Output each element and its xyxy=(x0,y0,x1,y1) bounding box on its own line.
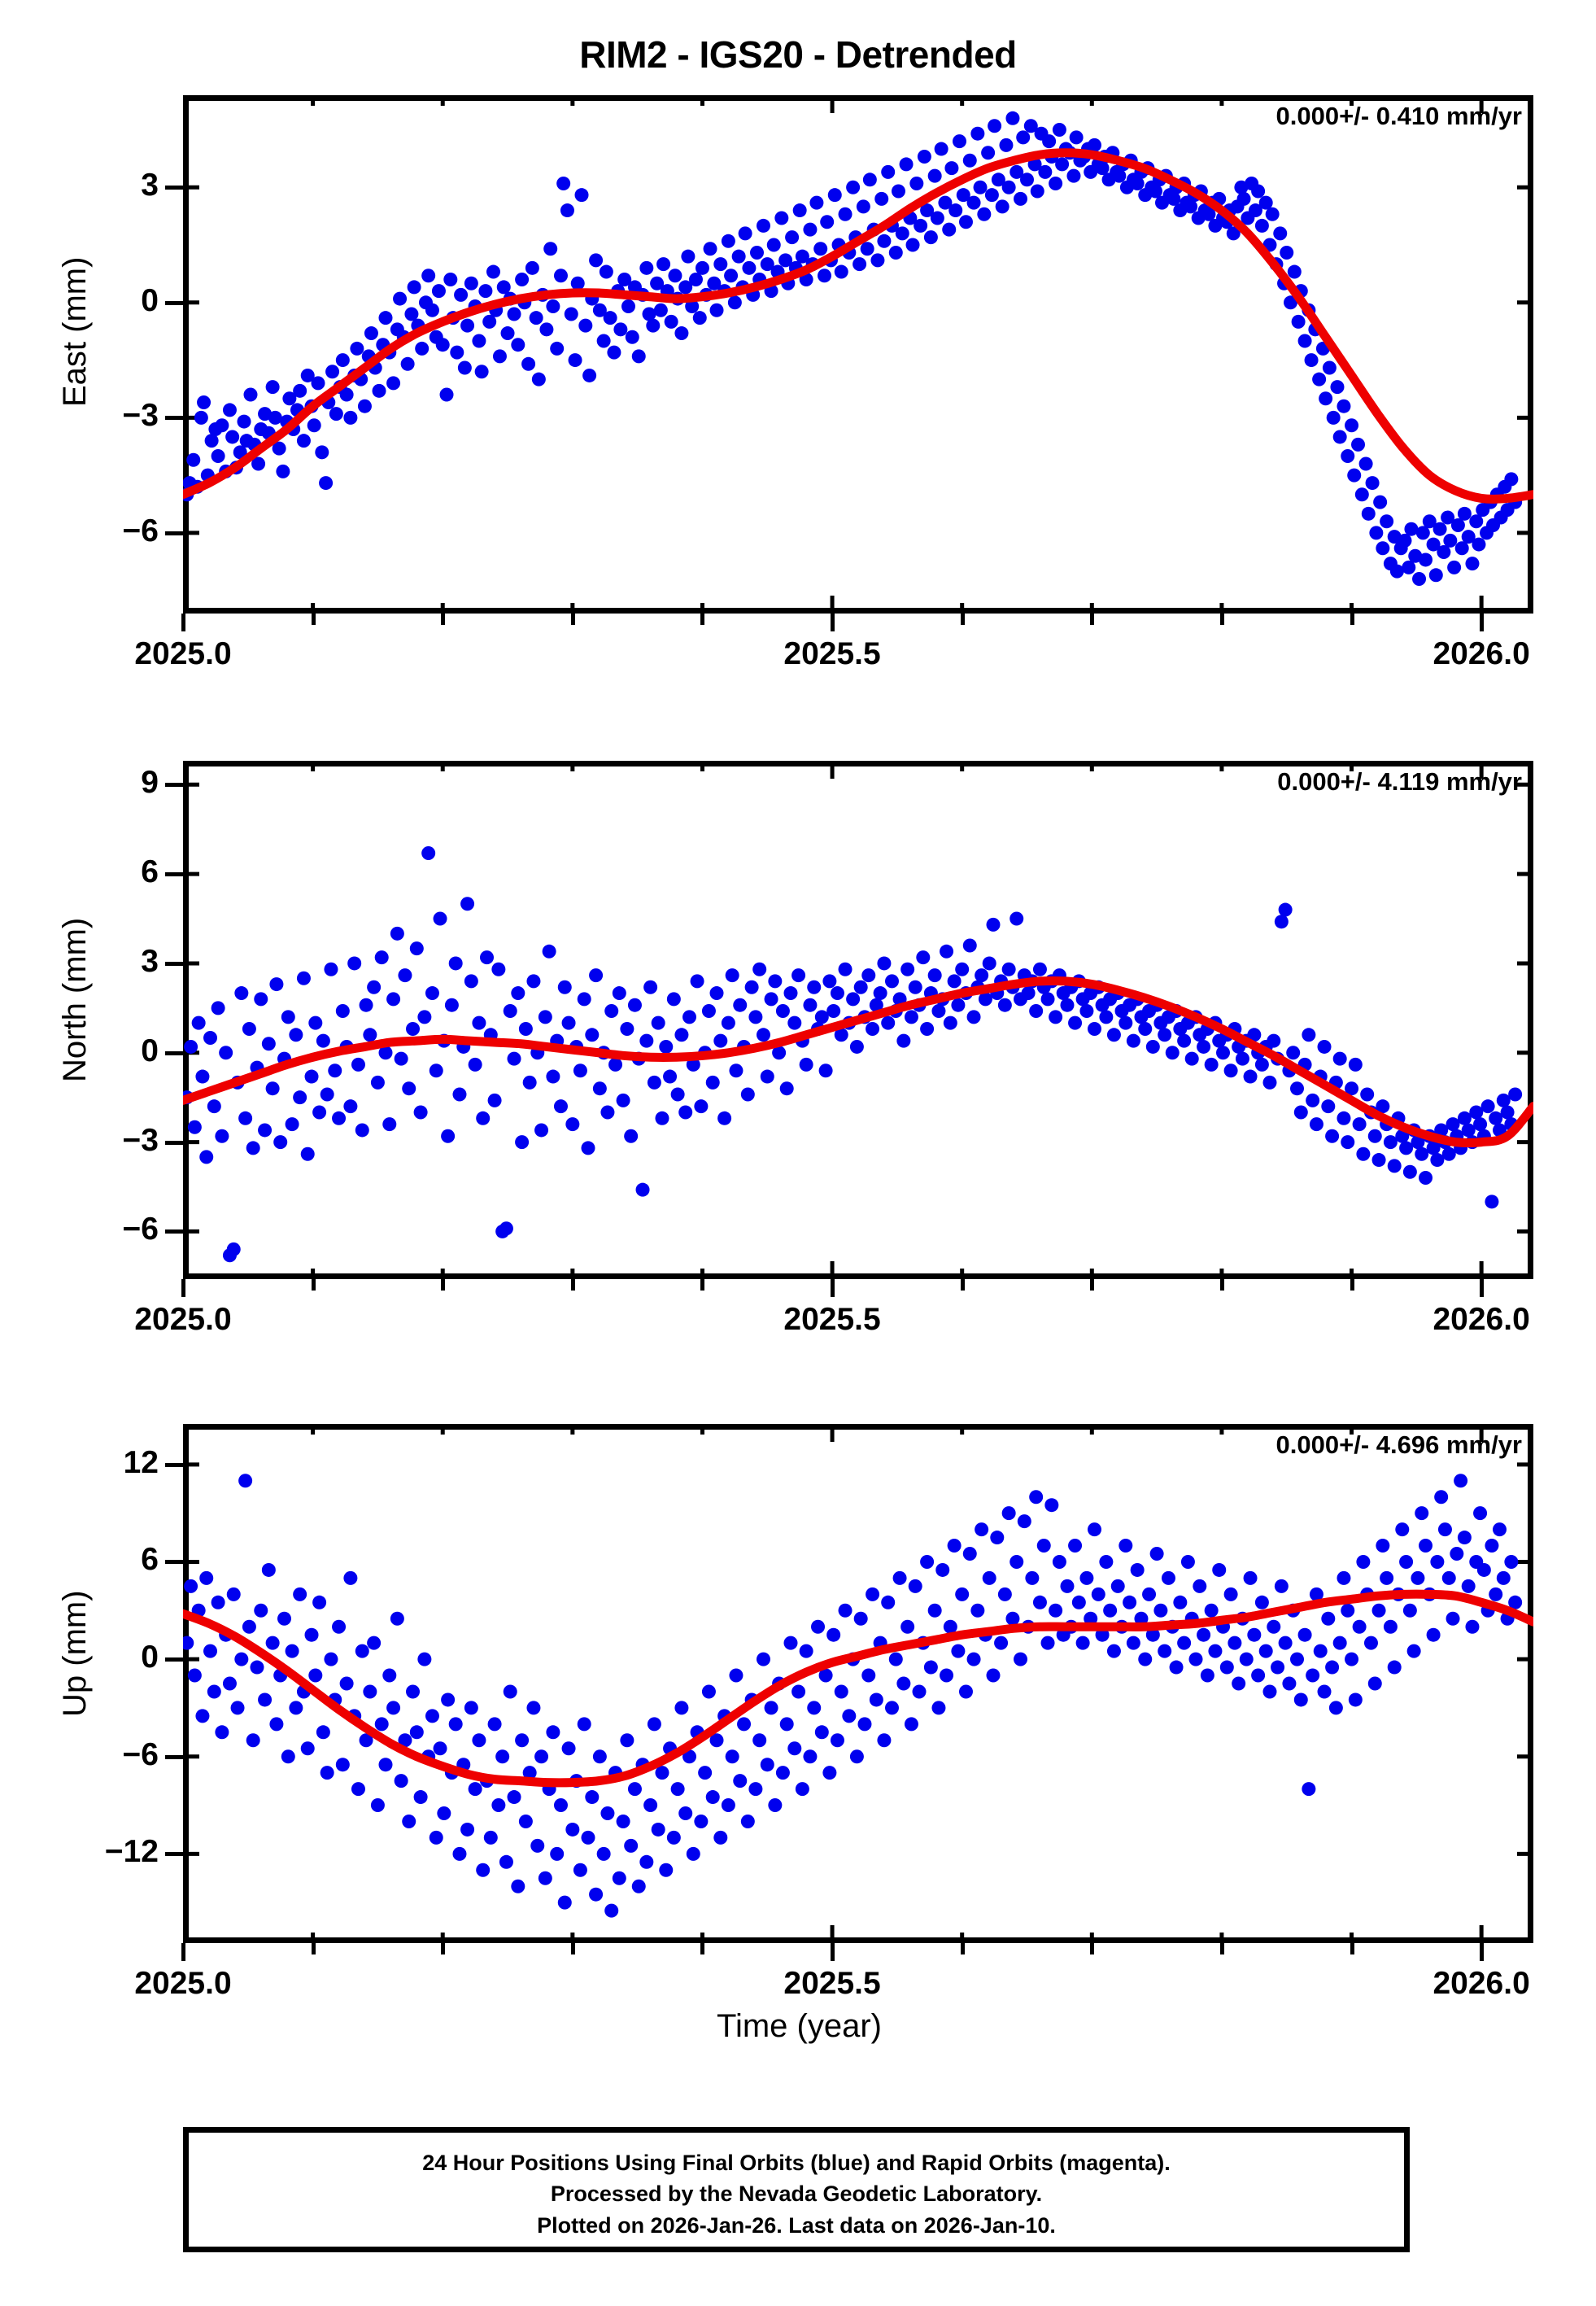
east-xtick-mark-minor xyxy=(1090,614,1095,625)
up-ytick-label: 6 xyxy=(141,1542,159,1578)
panel-up-frame xyxy=(183,1424,1533,1943)
up-ytick-mark xyxy=(165,1852,183,1857)
up-xtick-label: 2025.5 xyxy=(783,1966,881,2001)
up-ytick-mark xyxy=(165,1754,183,1759)
east-xtick-mark xyxy=(1480,614,1485,631)
caption-line-3: Plotted on 2026-Jan-26. Last data on 202… xyxy=(537,2212,1056,2238)
north-xtick-mark xyxy=(1480,1279,1485,1297)
up-xtick-mark-minor xyxy=(960,1943,965,1954)
caption-line-1: 24 Hour Positions Using Final Orbits (bl… xyxy=(422,2151,1171,2175)
north-xtick-mark-minor xyxy=(960,1279,965,1291)
east-xtick-mark-minor xyxy=(1350,614,1354,625)
east-ytick-label: 0 xyxy=(141,282,159,318)
north-xtick-mark-minor xyxy=(311,1279,316,1291)
east-ytick-mark xyxy=(165,300,183,305)
east-trend-line xyxy=(183,148,1533,504)
panel-up: 0.000+/- 4.696 mm/yr xyxy=(183,1424,1533,1943)
panel-east-plot xyxy=(183,95,1533,614)
up-xtick-mark-minor xyxy=(1090,1943,1095,1954)
panel-east-ylabel: East (mm) xyxy=(57,256,93,407)
up-xtick-mark-minor xyxy=(700,1943,705,1954)
north-data-points xyxy=(183,845,1523,1263)
north-xtick-label: 2025.5 xyxy=(783,1302,881,1337)
east-ytick-label: −6 xyxy=(122,513,159,548)
up-ytick-label: −6 xyxy=(122,1736,159,1772)
up-ytick-mark xyxy=(165,1462,183,1467)
east-xtick-mark-minor xyxy=(700,614,705,625)
east-xtick-mark-minor xyxy=(311,614,316,625)
east-xtick-mark xyxy=(831,614,835,631)
north-xtick-label: 2026.0 xyxy=(1432,1302,1530,1337)
east-xtick-mark-minor xyxy=(570,614,575,625)
east-ytick-label: 3 xyxy=(141,168,159,203)
up-xtick-label: 2025.0 xyxy=(134,1966,232,2001)
east-tick-marks xyxy=(183,95,1533,614)
caption-line-2: Processed by the Nevada Geodetic Laborat… xyxy=(550,2182,1043,2207)
north-xtick-mark-minor xyxy=(700,1279,705,1291)
up-xtick-mark-minor xyxy=(570,1943,575,1954)
north-ytick-mark xyxy=(165,1140,183,1145)
up-ytick-label: 12 xyxy=(123,1444,159,1480)
up-xtick-mark xyxy=(1480,1943,1485,1961)
north-ytick-mark xyxy=(165,961,183,966)
east-xtick-mark xyxy=(181,614,185,631)
north-ytick-mark xyxy=(165,1229,183,1234)
north-xtick-mark-minor xyxy=(441,1279,446,1291)
up-ytick-mark xyxy=(165,1560,183,1565)
panel-north: 0.000+/- 4.119 mm/yr xyxy=(183,761,1533,1279)
east-ytick-mark xyxy=(165,416,183,421)
up-ytick-label: 0 xyxy=(141,1640,159,1675)
up-ytick-label: −12 xyxy=(104,1834,159,1870)
up-xtick-mark-minor xyxy=(441,1943,446,1954)
panel-up-rate-annotation: 0.000+/- 4.696 mm/yr xyxy=(1275,1430,1522,1459)
north-xtick-mark xyxy=(181,1279,185,1297)
east-ytick-mark xyxy=(165,186,183,190)
east-xtick-mark-minor xyxy=(1219,614,1224,625)
panel-east-rate-annotation: 0.000+/- 0.410 mm/yr xyxy=(1275,102,1522,130)
up-xtick-mark xyxy=(181,1943,185,1961)
north-xtick-mark-minor xyxy=(1090,1279,1095,1291)
north-ytick-label: −6 xyxy=(122,1212,159,1247)
north-tick-marks xyxy=(183,761,1533,1279)
north-ytick-label: 3 xyxy=(141,943,159,979)
up-xtick-label: 2026.0 xyxy=(1432,1966,1530,2001)
xaxis-title: Time (year) xyxy=(717,2008,882,2044)
north-xtick-mark xyxy=(831,1279,835,1297)
up-ytick-mark xyxy=(165,1657,183,1662)
up-trend-line xyxy=(183,1589,1533,1788)
north-ytick-mark xyxy=(165,872,183,877)
north-xtick-label: 2025.0 xyxy=(134,1302,232,1337)
north-xtick-mark-minor xyxy=(1350,1279,1354,1291)
north-ytick-label: −3 xyxy=(122,1122,159,1158)
up-xtick-mark xyxy=(831,1943,835,1961)
east-xtick-mark-minor xyxy=(960,614,965,625)
east-xtick-label: 2026.0 xyxy=(1432,636,1530,671)
north-ytick-label: 0 xyxy=(141,1033,159,1068)
panel-north-rate-annotation: 0.000+/- 4.119 mm/yr xyxy=(1277,767,1522,796)
north-trend-line xyxy=(183,976,1533,1148)
east-ytick-label: −3 xyxy=(122,398,159,434)
north-ytick-mark xyxy=(165,783,183,788)
page-title: RIM2 - IGS20 - Detrended xyxy=(579,33,1017,76)
north-xtick-mark-minor xyxy=(1219,1279,1224,1291)
east-xtick-label: 2025.5 xyxy=(783,636,881,671)
panel-north-plot xyxy=(183,761,1533,1279)
up-xtick-mark-minor xyxy=(1219,1943,1224,1954)
north-xtick-mark-minor xyxy=(570,1279,575,1291)
panel-up-plot xyxy=(183,1424,1533,1943)
up-xtick-mark-minor xyxy=(1350,1943,1354,1954)
north-ytick-label: 6 xyxy=(141,854,159,890)
panel-east: 0.000+/- 0.410 mm/yr xyxy=(183,95,1533,614)
east-xtick-mark-minor xyxy=(441,614,446,625)
up-data-points xyxy=(183,1474,1523,1918)
north-ytick-mark xyxy=(165,1050,183,1055)
up-tick-marks xyxy=(183,1424,1533,1943)
up-xtick-mark-minor xyxy=(311,1943,316,1954)
east-ytick-mark xyxy=(165,531,183,535)
east-xtick-label: 2025.0 xyxy=(134,636,232,671)
caption-box: 24 Hour Positions Using Final Orbits (bl… xyxy=(183,2127,1410,2252)
north-ytick-label: 9 xyxy=(141,765,159,801)
